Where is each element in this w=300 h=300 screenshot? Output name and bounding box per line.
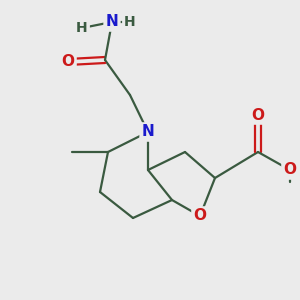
Text: O: O bbox=[61, 55, 74, 70]
Text: O: O bbox=[251, 107, 265, 122]
Text: H: H bbox=[76, 21, 88, 35]
Text: H: H bbox=[124, 15, 136, 29]
Text: O: O bbox=[284, 163, 296, 178]
Text: O: O bbox=[194, 208, 206, 224]
Text: N: N bbox=[106, 14, 118, 29]
Text: N: N bbox=[142, 124, 154, 140]
